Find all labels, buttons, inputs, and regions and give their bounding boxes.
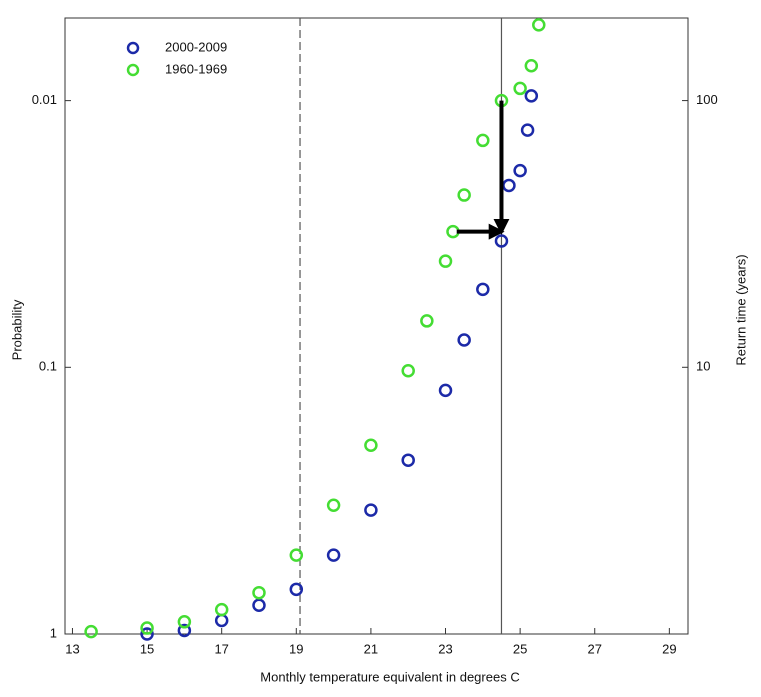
marker bbox=[476, 282, 490, 297]
x-tick-label: 13 bbox=[65, 641, 79, 656]
marker bbox=[438, 254, 453, 268]
marker bbox=[140, 621, 154, 635]
y-tick-label: 1 bbox=[50, 625, 57, 640]
x-tick-label: 29 bbox=[662, 641, 676, 656]
marker bbox=[420, 314, 434, 328]
marker bbox=[401, 453, 415, 467]
plot-frame bbox=[64, 17, 689, 635]
marker bbox=[524, 89, 539, 103]
legend-label: 1960-1969 bbox=[165, 61, 227, 76]
x-tick-label: 25 bbox=[513, 641, 527, 656]
marker bbox=[532, 18, 546, 32]
marker bbox=[457, 333, 471, 347]
marker bbox=[177, 615, 192, 629]
marker bbox=[289, 548, 304, 562]
marker bbox=[214, 602, 229, 617]
marker bbox=[364, 438, 378, 453]
marker bbox=[524, 58, 539, 73]
legend-marker bbox=[126, 41, 140, 55]
marker bbox=[438, 383, 453, 398]
x-tick-label: 21 bbox=[364, 641, 378, 656]
marker bbox=[513, 163, 527, 178]
y2-tick-label: 100 bbox=[696, 92, 718, 107]
marker bbox=[326, 548, 341, 562]
marker bbox=[476, 133, 490, 148]
marker bbox=[502, 178, 516, 193]
marker bbox=[214, 613, 229, 628]
marker bbox=[326, 498, 341, 512]
marker bbox=[401, 363, 415, 378]
legend-marker bbox=[126, 63, 140, 77]
y-tick-label: 0.1 bbox=[39, 359, 57, 374]
marker bbox=[177, 623, 192, 638]
marker bbox=[252, 598, 266, 612]
marker bbox=[457, 188, 471, 202]
x-tick-label: 23 bbox=[438, 641, 452, 656]
marker bbox=[520, 123, 535, 137]
y2-tick-label: 10 bbox=[696, 359, 710, 374]
legend-label: 2000-2009 bbox=[165, 39, 227, 54]
marker bbox=[140, 627, 154, 641]
marker bbox=[252, 585, 266, 600]
x-tick-label: 17 bbox=[214, 641, 228, 656]
marker bbox=[289, 582, 304, 597]
y-tick-label: 0.01 bbox=[32, 92, 57, 107]
x-axis-label: Monthly temperature equivalent in degree… bbox=[260, 669, 519, 684]
x-tick-label: 15 bbox=[140, 641, 154, 656]
y-axis-label: Probability bbox=[9, 299, 24, 360]
y2-axis-label: Return time (years) bbox=[733, 254, 748, 365]
marker bbox=[364, 503, 378, 517]
marker bbox=[513, 81, 527, 96]
x-tick-label: 27 bbox=[588, 641, 602, 656]
marker bbox=[84, 624, 98, 639]
x-tick-label: 19 bbox=[289, 641, 303, 656]
